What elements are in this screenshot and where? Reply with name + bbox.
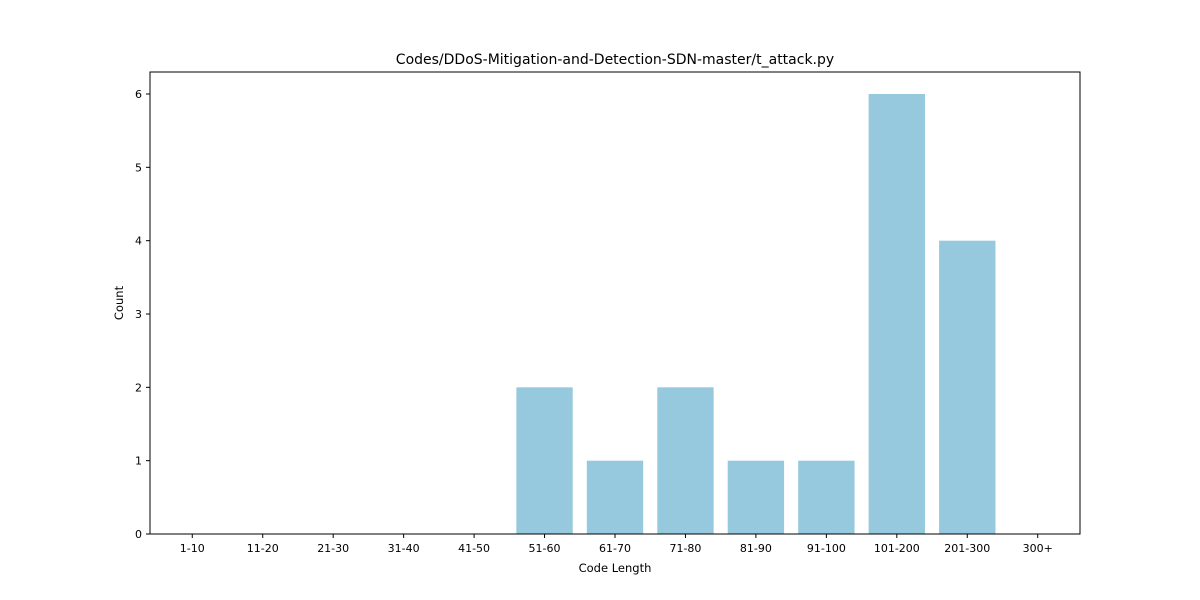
y-tick-label: 1	[135, 455, 142, 468]
x-tick-label: 51-60	[529, 542, 561, 555]
bar-81-90	[727, 460, 785, 534]
bar-101-200	[868, 94, 925, 534]
y-tick-label: 0	[135, 528, 142, 541]
y-tick-label: 5	[135, 161, 142, 174]
x-tick-label: 71-80	[669, 542, 701, 555]
y-tick-label: 3	[135, 308, 142, 321]
x-tick-label: 101-200	[874, 542, 920, 555]
y-tick-label: 2	[135, 381, 142, 394]
chart-title: Codes/DDoS-Mitigation-and-Detection-SDN-…	[396, 52, 834, 68]
bar-71-80	[657, 387, 714, 534]
x-tick-label: 31-40	[388, 542, 420, 555]
bar-51-60	[516, 387, 573, 534]
x-tick-label: 41-50	[458, 542, 490, 555]
x-tick-label: 61-70	[599, 542, 631, 555]
x-axis: 1-10 11-20 21-30 31-40 41-50 51-60 61-70 71-80 8…	[180, 534, 1053, 555]
y-axis: 0 1 2 3 4 5 6	[135, 88, 150, 541]
x-tick-label: 201-300	[944, 542, 990, 555]
bar-61-70	[586, 460, 644, 534]
x-tick-label: 1-10	[180, 542, 205, 555]
y-axis-label: Count	[112, 285, 126, 320]
x-axis-label: Code Length	[579, 561, 652, 575]
x-tick-label: 11-20	[247, 542, 279, 555]
y-tick-label: 6	[135, 88, 142, 101]
y-tick-label: 4	[135, 235, 142, 248]
bars-group	[516, 94, 996, 534]
x-tick-label: 300+	[1023, 542, 1053, 555]
x-tick-label: 81-90	[740, 542, 772, 555]
bar-201-300	[939, 240, 996, 534]
bar-91-100	[798, 460, 855, 534]
x-tick-label: 21-30	[317, 542, 349, 555]
x-tick-label: 91-100	[807, 542, 846, 555]
